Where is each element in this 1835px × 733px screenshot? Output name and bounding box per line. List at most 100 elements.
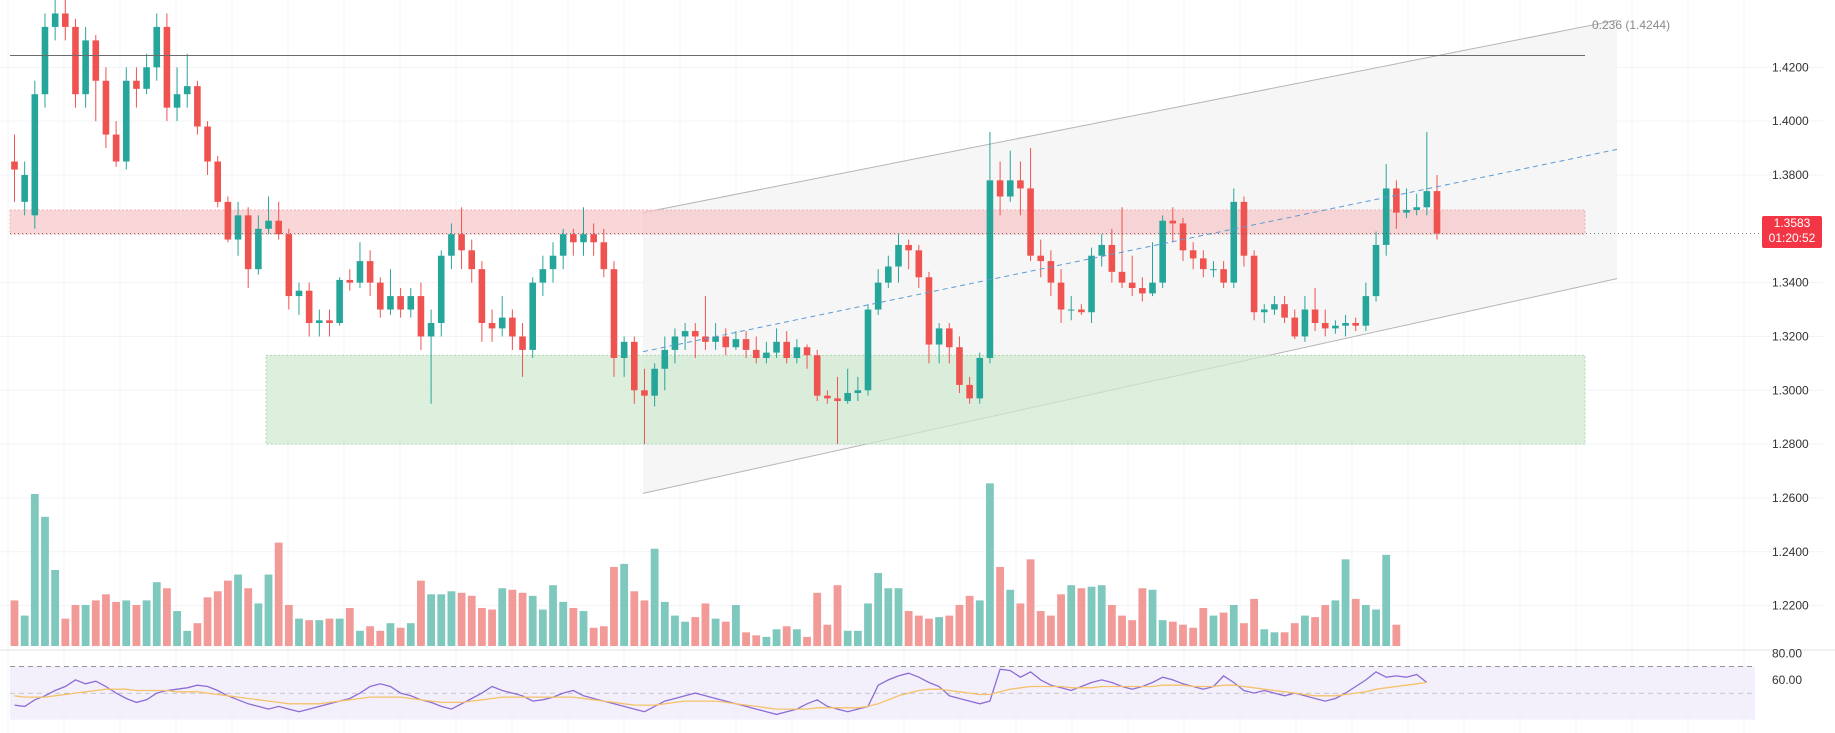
volume-bar bbox=[1107, 604, 1116, 646]
volume-bar bbox=[1118, 615, 1126, 646]
candle-body bbox=[885, 266, 892, 283]
volume-bar bbox=[193, 623, 202, 646]
volume-bar bbox=[772, 629, 781, 646]
candle-body bbox=[844, 392, 851, 402]
candle-body bbox=[51, 13, 59, 27]
channel-midline bbox=[642, 148, 1618, 353]
candle-body bbox=[1321, 323, 1329, 329]
candle-body bbox=[854, 390, 862, 393]
candle-body bbox=[570, 234, 577, 243]
candle-body bbox=[1139, 288, 1146, 294]
volume-bar bbox=[295, 618, 303, 646]
candle-body bbox=[834, 398, 841, 402]
candles bbox=[11, 0, 1441, 445]
candle-body bbox=[102, 80, 110, 135]
volume-bar bbox=[1331, 600, 1340, 646]
candle-body bbox=[874, 282, 882, 310]
volume-bar bbox=[610, 566, 618, 646]
volume-bar bbox=[315, 620, 324, 646]
volume-bar bbox=[864, 603, 872, 646]
candle-body bbox=[1179, 223, 1187, 251]
volume-bar bbox=[945, 615, 954, 646]
rsi-tick-label: 80.00 bbox=[1772, 646, 1802, 660]
volume-bar bbox=[71, 604, 80, 646]
volume-bar bbox=[721, 621, 730, 646]
volume-bar bbox=[660, 601, 669, 646]
volume-bar bbox=[1240, 623, 1248, 646]
volume-bar bbox=[1026, 559, 1035, 646]
volume-bar bbox=[1057, 594, 1065, 646]
volume-bar bbox=[163, 588, 171, 646]
volume-bar bbox=[284, 604, 293, 646]
candle-body bbox=[1413, 207, 1420, 210]
candle-body bbox=[1393, 188, 1400, 213]
candle-body bbox=[793, 347, 801, 358]
volume-bar bbox=[498, 588, 507, 646]
candle-body bbox=[458, 234, 465, 251]
volume-bar bbox=[1077, 588, 1086, 646]
volume-bar bbox=[132, 604, 141, 646]
volume-bar bbox=[1280, 632, 1289, 646]
candle-body bbox=[1342, 323, 1349, 326]
volume-bar bbox=[356, 630, 364, 646]
candle-body bbox=[92, 40, 100, 81]
candle-body bbox=[752, 349, 760, 358]
candle-body bbox=[1169, 220, 1177, 224]
volume-bar bbox=[1341, 559, 1350, 646]
current-price-value: 1.3583 bbox=[1773, 216, 1811, 230]
candle-body bbox=[346, 279, 354, 283]
candle-body bbox=[1271, 304, 1278, 310]
candle-body bbox=[549, 255, 557, 270]
volume-bar bbox=[91, 600, 100, 646]
volume-bar bbox=[437, 594, 446, 646]
rsi-pane bbox=[0, 649, 1835, 720]
price-tick-label: 1.3200 bbox=[1772, 329, 1809, 343]
candle-body bbox=[204, 126, 211, 162]
volume-bar bbox=[630, 591, 639, 646]
candle-body bbox=[265, 220, 272, 229]
candle-body bbox=[1281, 304, 1288, 318]
volume-bar bbox=[244, 588, 253, 646]
volume-bar bbox=[417, 580, 425, 646]
candle-body bbox=[163, 26, 171, 108]
candle-body bbox=[539, 269, 547, 283]
volume-bar bbox=[203, 597, 212, 646]
fib-level-label: 0.236 (1.4244) bbox=[1592, 18, 1670, 32]
candle-body bbox=[1352, 323, 1360, 326]
candle-body bbox=[895, 244, 902, 267]
volume-bar bbox=[213, 591, 222, 646]
price-axis[interactable]: 1.4200 1.4000 1.3800 1.3400 1.3200 1.3000 1.28… bbox=[1772, 60, 1809, 687]
candle-body bbox=[509, 317, 516, 337]
candle-body bbox=[1200, 258, 1207, 270]
candle-body bbox=[1372, 244, 1380, 297]
volume-bar bbox=[904, 611, 913, 646]
candle-body bbox=[935, 328, 943, 345]
price-tick-label: 1.4000 bbox=[1772, 114, 1809, 128]
candle-body bbox=[244, 215, 252, 270]
price-tick-label: 1.2400 bbox=[1772, 545, 1809, 559]
volume-bar bbox=[1168, 621, 1177, 646]
candle-body bbox=[1210, 269, 1217, 271]
candle-body bbox=[72, 26, 79, 95]
volume-bar bbox=[1250, 598, 1259, 646]
candle-body bbox=[976, 357, 984, 399]
candle-body bbox=[1078, 309, 1085, 313]
candle-body bbox=[590, 234, 597, 243]
candle-body bbox=[1067, 309, 1075, 311]
candle-body bbox=[956, 347, 963, 385]
volume-bar bbox=[41, 516, 49, 646]
volume-bar bbox=[1270, 632, 1279, 646]
candle-body bbox=[1189, 250, 1197, 259]
candle-body bbox=[905, 244, 912, 251]
candle-body bbox=[112, 134, 120, 162]
candle-body bbox=[356, 261, 364, 283]
candle-body bbox=[763, 352, 770, 358]
candle-body bbox=[82, 40, 89, 95]
candle-body bbox=[11, 161, 18, 170]
volume-bar bbox=[102, 594, 110, 646]
volume-bar bbox=[1097, 585, 1106, 646]
volume-bar bbox=[620, 563, 629, 646]
candle-body bbox=[478, 269, 486, 323]
volume-bar bbox=[447, 591, 456, 646]
